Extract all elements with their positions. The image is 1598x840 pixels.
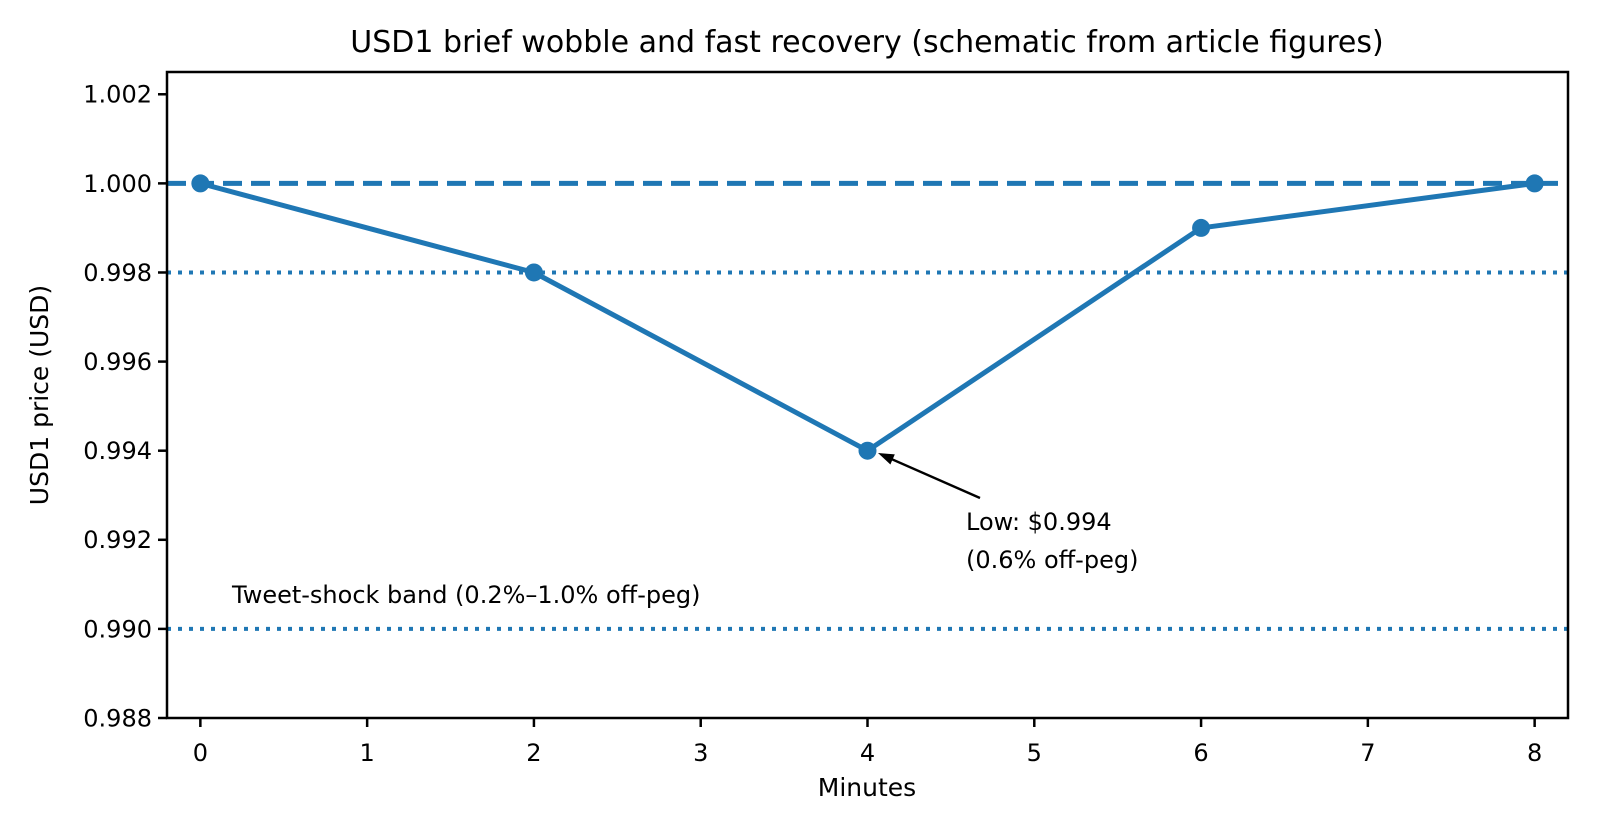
x-tick-label: 6 — [1193, 739, 1208, 767]
y-tick-label: 0.990 — [83, 615, 152, 643]
band-label: Tweet-shock band (0.2%–1.0% off-peg) — [231, 581, 700, 609]
y-tick-label: 0.992 — [83, 526, 152, 554]
x-tick-label: 4 — [860, 739, 875, 767]
x-tick-label: 8 — [1527, 739, 1542, 767]
y-tick-label: 0.988 — [83, 704, 152, 732]
annotation-arrowhead-icon — [878, 453, 895, 465]
chart-title: USD1 brief wobble and fast recovery (sch… — [350, 25, 1383, 60]
data-point-marker — [858, 441, 877, 460]
annotation-text-line1: Low: $0.994 — [966, 508, 1112, 536]
x-tick-label: 0 — [193, 739, 208, 767]
x-tick-label: 1 — [360, 739, 375, 767]
y-tick-label: 1.000 — [83, 170, 152, 198]
y-axis-label: USD1 price (USD) — [25, 285, 54, 505]
annotation-arrow — [888, 456, 981, 500]
data-point-marker — [524, 263, 543, 282]
data-point-marker — [1192, 218, 1211, 237]
plot-area-border — [165, 70, 1570, 720]
annotation-text-line2: (0.6% off-peg) — [966, 546, 1138, 574]
x-tick-label: 2 — [526, 739, 541, 767]
data-point-marker — [1525, 174, 1544, 193]
y-tick-label: 1.002 — [83, 81, 152, 109]
price-line — [197, 180, 1538, 454]
y-tick-label: 0.998 — [83, 259, 152, 287]
y-tick-label: 0.994 — [83, 437, 152, 465]
x-tick-label: 3 — [693, 739, 708, 767]
y-tick-label: 0.996 — [83, 348, 152, 376]
x-tick-label: 5 — [1027, 739, 1042, 767]
data-point-marker — [191, 174, 210, 193]
x-axis-label: Minutes — [818, 773, 916, 802]
x-tick-label: 7 — [1360, 739, 1375, 767]
plot-content: 0 1 2 3 4 5 6 7 8 0.988 0.990 0.992 0.994 0.996 0.998 1… — [83, 81, 1568, 767]
